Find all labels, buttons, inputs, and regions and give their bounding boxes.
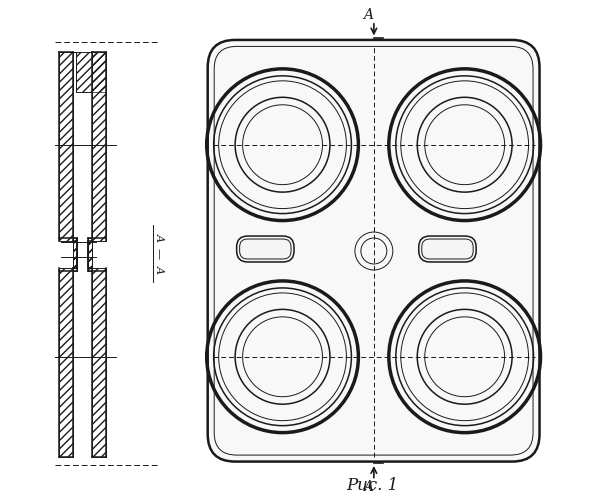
Polygon shape bbox=[73, 241, 77, 270]
Polygon shape bbox=[60, 52, 106, 92]
Polygon shape bbox=[93, 52, 106, 241]
Polygon shape bbox=[60, 268, 73, 457]
Polygon shape bbox=[60, 52, 73, 241]
FancyBboxPatch shape bbox=[419, 236, 476, 262]
Text: A: A bbox=[156, 233, 165, 241]
Text: A: A bbox=[363, 480, 373, 494]
Text: Puc. 1: Puc. 1 bbox=[346, 477, 398, 494]
Text: —: — bbox=[154, 248, 164, 259]
FancyBboxPatch shape bbox=[207, 40, 539, 462]
Polygon shape bbox=[88, 241, 93, 270]
Text: A: A bbox=[363, 8, 373, 22]
FancyBboxPatch shape bbox=[237, 236, 294, 262]
Polygon shape bbox=[88, 239, 93, 268]
Polygon shape bbox=[93, 268, 106, 457]
Polygon shape bbox=[73, 239, 77, 268]
Text: A: A bbox=[156, 265, 165, 273]
